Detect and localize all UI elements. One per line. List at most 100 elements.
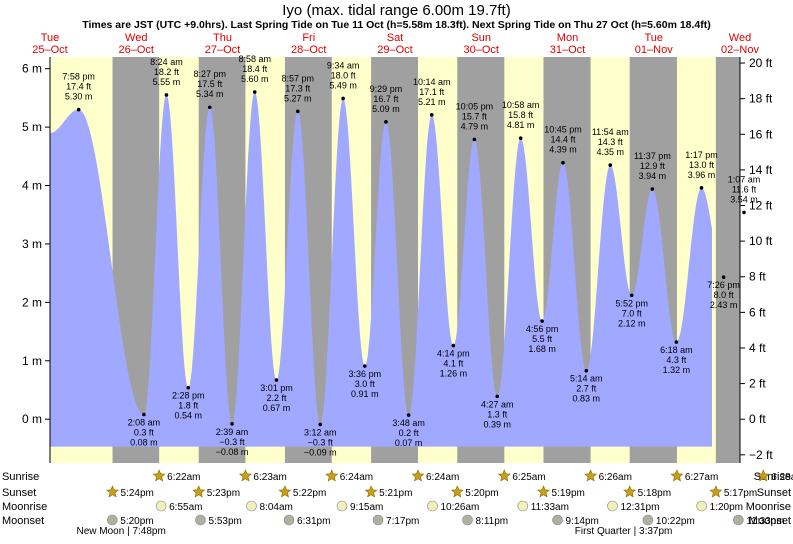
tide-point (207, 105, 212, 110)
high-tide-label: 3.54 m (730, 194, 758, 204)
sunrise-sun-icon (497, 469, 511, 482)
sunrise-sun-icon (152, 469, 166, 482)
low-tide-label: 3:12 am (304, 427, 337, 437)
low-tide-label: −0.3 ft (308, 437, 334, 447)
tide-point (406, 413, 411, 417)
moonset-moon-icon (733, 514, 744, 526)
low-tide-label: 7.0 ft (622, 308, 643, 318)
day-of-week-label: Wed (729, 32, 751, 44)
high-tide-label: 5.09 m (372, 104, 400, 114)
tide-point (518, 136, 523, 140)
tide-curve (50, 92, 712, 447)
tide-point (76, 107, 81, 112)
right-tick-label: 2 ft (749, 377, 766, 391)
sunrise-time: 6:24am (340, 472, 373, 483)
low-tide-label: 2.7 ft (576, 384, 597, 394)
high-tide-label: 4.35 m (597, 147, 625, 157)
low-tide-label: 0.07 m (395, 438, 423, 448)
high-tide-label: 18.4 ft (242, 64, 268, 74)
moonrise-time: 8:04am (260, 502, 293, 513)
low-tide-label: 0.2 ft (399, 428, 420, 438)
tide-point (699, 186, 704, 190)
right-tick-label: 6 ft (749, 305, 766, 319)
moonset-time: 9:14pm (566, 516, 599, 527)
sunrise-sun-icon (584, 469, 598, 482)
tide-point (561, 160, 565, 165)
moonset-moon-icon (372, 514, 384, 526)
day-labels: Tue25–OctWed26–OctThu27–OctFri28–OctSat2… (32, 32, 759, 56)
date-label: 31–Oct (550, 44, 585, 56)
low-tide-label: 0.39 m (483, 419, 511, 429)
sunrise-time: 6:27am (685, 472, 718, 483)
left-tick-label: 6 m (22, 62, 42, 76)
tide-point (742, 210, 746, 215)
moonrise-row-label-right: Moonrise (746, 501, 791, 513)
sunset-sun-icon (192, 485, 206, 498)
moon-phase-label: New Moon | 7:48pm (77, 526, 166, 537)
tide-point (363, 364, 367, 368)
tide-point (540, 319, 544, 323)
left-tick-label: 2 m (22, 295, 42, 309)
high-tide-label: 12.9 ft (640, 161, 666, 171)
right-tick-label: 14 ft (749, 163, 773, 177)
high-tide-label: 15.8 ft (508, 110, 534, 120)
low-tide-label: 7:26 pm (707, 280, 740, 290)
moonrise-moon-icon (517, 500, 529, 512)
low-tide-label: 5:52 pm (615, 298, 648, 308)
high-tide-label: 5.34 m (196, 89, 224, 99)
date-label: 28–Oct (291, 44, 326, 56)
high-tide-label: 17.3 ft (285, 83, 311, 93)
high-tide-label: 5.55 m (153, 77, 181, 87)
low-tide-label: 6:18 am (660, 345, 693, 355)
day-of-week-label: Tue (644, 32, 663, 44)
moonrise-time: 11:33am (531, 502, 569, 513)
high-tide-label: 13.0 ft (689, 160, 715, 170)
moonrise-moon-icon (246, 500, 257, 512)
low-tide-label: 5:14 am (570, 374, 603, 384)
sunset-sun-icon (364, 485, 378, 498)
tide-point (495, 394, 500, 399)
sunset-sun-icon (537, 485, 550, 498)
chart-subtitle: Times are JST (UTC +9.0hrs). Last Spring… (82, 19, 711, 31)
moonset-moon-icon (462, 514, 473, 526)
right-tick-label: 8 ft (749, 270, 766, 284)
low-tide-label: 3.0 ft (355, 379, 376, 389)
tide-point (186, 385, 191, 390)
low-tide-label: 2.2 ft (266, 393, 287, 403)
sunset-time: 5:20pm (465, 488, 498, 499)
high-tide-label: 5.21 m (418, 97, 446, 107)
moon-phase-label: First Quarter | 3:37pm (575, 526, 673, 537)
left-tick-label: 5 m (22, 120, 42, 134)
sunrise-time: 6:26am (599, 472, 632, 483)
high-tide-label: 10:05 pm (456, 101, 494, 111)
high-tide-label: 8:27 pm (193, 69, 226, 79)
high-tide-label: 8:58 am (238, 54, 271, 64)
sunset-sun-icon (709, 485, 723, 498)
sunrise-time: 6:28am (771, 472, 793, 483)
high-tide-label: 10:14 am (413, 77, 451, 87)
high-tide-label: 1:07 am (728, 174, 761, 184)
tide-point (295, 109, 300, 114)
tide-point (472, 137, 477, 142)
day-of-week-label: Sun (471, 32, 491, 44)
low-tide-label: 4.3 ft (666, 355, 687, 365)
high-tide-label: 17.1 ft (419, 87, 445, 97)
night-band (715, 57, 740, 463)
right-tick-label: 10 ft (749, 234, 773, 248)
high-tide-label: 5.30 m (65, 92, 93, 102)
sunset-sun-icon (278, 485, 292, 498)
low-tide-label: 8.0 ft (714, 290, 735, 300)
date-label: 29–Oct (377, 44, 412, 56)
sunset-row-label-right: Sunset (757, 487, 791, 499)
right-tick-label: 18 ft (749, 92, 773, 106)
right-tick-label: 12 ft (749, 199, 773, 213)
high-tide-label: 3.96 m (688, 170, 716, 180)
day-of-week-label: Fri (302, 32, 315, 44)
tide-point (341, 96, 345, 101)
low-tide-label: 4.1 ft (443, 359, 464, 369)
moonrise-moon-icon (427, 500, 438, 512)
moonrise-moon-icon (696, 500, 707, 512)
sunset-time: 5:23pm (207, 488, 240, 499)
